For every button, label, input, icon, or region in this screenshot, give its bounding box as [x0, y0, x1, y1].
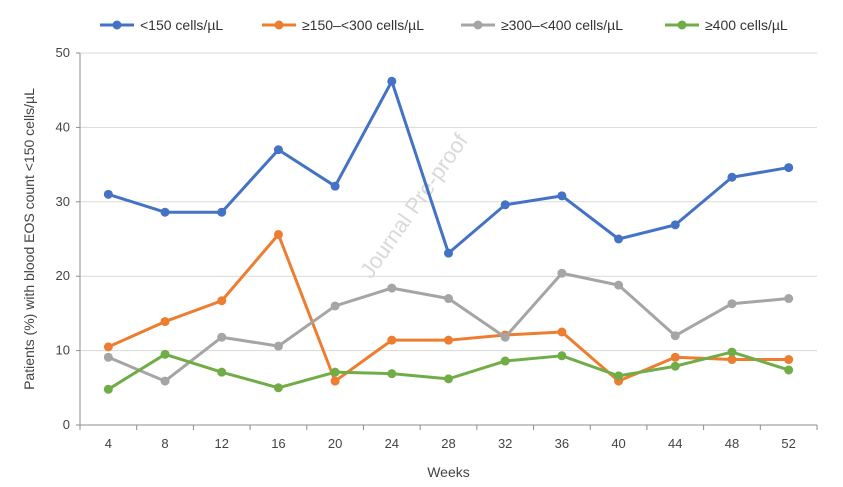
data-point	[727, 347, 737, 357]
data-point	[557, 327, 567, 337]
data-point	[103, 342, 113, 352]
y-tick-label: 40	[56, 119, 70, 134]
y-axis-title: Patients (%) with blood EOS count <150 c…	[21, 88, 37, 390]
legend-item: ≥150–<300 cells/µL	[262, 17, 424, 33]
series-lines	[103, 76, 794, 394]
x-tick-label: 24	[385, 436, 399, 451]
legend-label: ≥300–<400 cells/µL	[501, 17, 623, 33]
data-point	[387, 335, 397, 345]
data-point	[273, 341, 283, 351]
data-point	[387, 283, 397, 293]
x-tick-label: 32	[498, 436, 512, 451]
data-point	[557, 351, 567, 361]
x-tick-label: 4	[105, 436, 112, 451]
series-group	[103, 76, 794, 258]
data-point	[557, 191, 567, 201]
series-group	[103, 230, 794, 386]
data-point	[784, 365, 794, 375]
data-point	[160, 376, 170, 386]
y-tick-label: 10	[56, 343, 70, 358]
data-point	[727, 355, 737, 365]
data-point	[103, 189, 113, 199]
legend-swatch-marker	[473, 20, 483, 30]
y-tick-label: 20	[56, 268, 70, 283]
data-point	[670, 352, 680, 362]
x-tick-label: 12	[214, 436, 228, 451]
data-point	[217, 207, 227, 217]
legend-swatch-marker	[274, 20, 284, 30]
data-point	[444, 335, 453, 345]
data-point	[273, 230, 283, 240]
axes	[76, 52, 818, 430]
x-tick-label: 40	[611, 436, 625, 451]
y-tick-label: 0	[63, 417, 70, 432]
legend-item: ≥400 cells/µL	[665, 17, 788, 33]
data-point	[784, 163, 794, 173]
data-point	[670, 361, 680, 371]
x-tick-label: 28	[441, 436, 455, 451]
x-axis-title: Weeks	[427, 464, 470, 480]
data-point	[160, 207, 170, 217]
x-tick-label: 48	[725, 436, 739, 451]
data-point	[160, 317, 170, 327]
data-point	[727, 299, 737, 309]
y-tick-labels: 0 10 20 30 40 50	[56, 45, 70, 432]
series-group	[103, 268, 794, 386]
data-point	[387, 369, 397, 379]
data-point	[217, 332, 227, 342]
legend-item: <150 cells/µL	[100, 17, 223, 33]
data-point	[103, 352, 113, 362]
data-point	[217, 296, 227, 306]
data-point	[500, 200, 510, 210]
data-point	[500, 332, 510, 342]
y-tick-label: 30	[56, 194, 70, 209]
legend-label: ≥150–<300 cells/µL	[302, 17, 424, 33]
gridlines	[80, 52, 817, 352]
data-point	[160, 349, 170, 359]
data-point	[614, 234, 624, 244]
data-point	[784, 294, 794, 304]
y-tick-label: 50	[56, 45, 70, 60]
x-tick-label: 20	[328, 436, 342, 451]
data-point	[444, 374, 453, 384]
data-point	[387, 76, 397, 86]
x-tick-label: 16	[271, 436, 285, 451]
legend-swatch-marker	[112, 20, 122, 30]
legend-swatch-marker	[677, 20, 687, 30]
legend-label: <150 cells/µL	[140, 17, 223, 33]
x-tick-labels: 4 8 12 16 20 24 28 32 36 40 44 48 52	[105, 436, 796, 451]
data-point	[557, 268, 567, 278]
data-point	[444, 248, 453, 258]
data-point	[727, 172, 737, 182]
data-point	[103, 384, 113, 394]
data-point	[784, 355, 794, 365]
x-tick-label: 52	[781, 436, 795, 451]
series-group	[103, 347, 794, 394]
data-point	[614, 371, 624, 381]
x-tick-label: 8	[161, 436, 168, 451]
data-point	[444, 294, 453, 304]
data-point	[273, 145, 283, 155]
data-point	[273, 383, 283, 393]
data-point	[614, 280, 624, 290]
legend-item: ≥300–<400 cells/µL	[461, 17, 623, 33]
data-point	[670, 220, 680, 230]
x-tick-label: 36	[555, 436, 569, 451]
data-point	[500, 356, 510, 366]
x-tick-label: 44	[668, 436, 682, 451]
data-point	[330, 301, 340, 311]
legend-label: ≥400 cells/µL	[705, 17, 788, 33]
legend: <150 cells/µL ≥150–<300 cells/µL ≥300–<400…	[100, 17, 788, 33]
data-point	[217, 367, 227, 377]
data-point	[330, 367, 340, 377]
data-point	[330, 376, 340, 386]
data-point	[670, 331, 680, 341]
data-point	[330, 181, 340, 191]
